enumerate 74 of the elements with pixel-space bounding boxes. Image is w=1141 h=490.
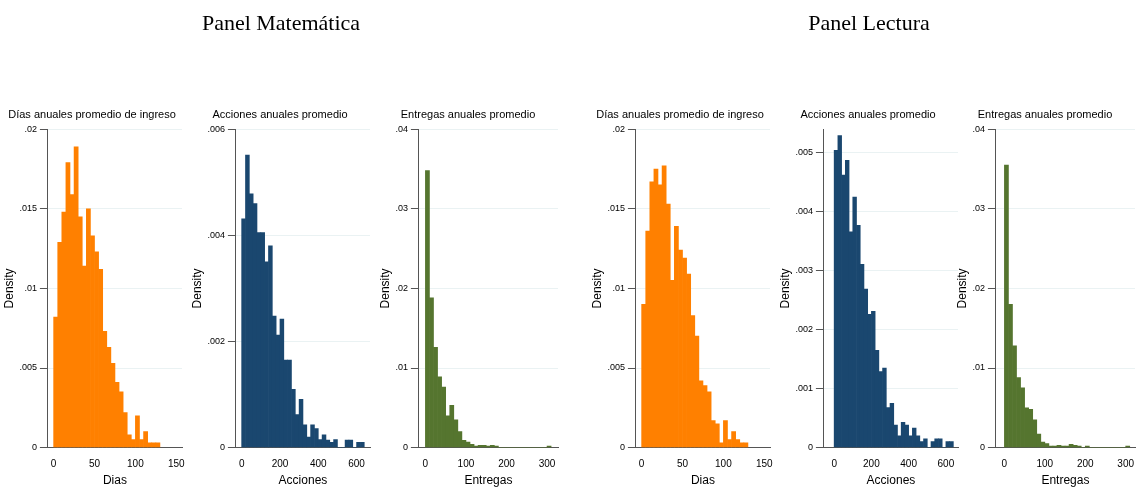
y-tick-label: .04 [395,123,408,134]
x-axis-title: Dias [690,473,715,488]
x-tick-label: 100 [457,458,475,470]
y-tick-label: 0 [807,442,813,453]
y-tick-label: .02 [612,123,625,134]
x-tick-label: 100 [1036,458,1054,470]
x-tick-label: 0 [422,458,429,470]
y-tick-label: .004 [795,206,813,217]
y-tick-label: .005 [607,362,625,373]
y-tick-label: .002 [207,335,225,346]
y-tick-label: .006 [207,123,225,134]
y-axis-title: Density [377,268,392,309]
y-tick-label: 0 [219,442,225,453]
y-axis-title: Density [777,268,792,309]
y-tick-label: .02 [24,123,37,134]
y-tick-label: 0 [402,442,408,453]
chart-title: Días anuales promedio de ingreso [596,107,764,120]
y-tick-label: .005 [19,362,37,373]
x-tick-label: 0 [238,458,245,470]
y-tick-label: .01 [612,282,625,293]
chart-title: Días anuales promedio de ingreso [8,107,176,120]
x-tick-label: 400 [900,458,918,470]
y-axis-title: Density [954,268,969,309]
x-axis-title: Entregas [1041,473,1090,488]
x-tick-label: 200 [863,458,881,470]
x-tick-label: 150 [755,458,774,470]
x-tick-label: 600 [348,458,366,470]
chart-title: Acciones anuales promedio [800,107,936,120]
x-tick-label: 0 [1001,458,1008,470]
y-tick-label: .03 [972,203,985,214]
y-tick-label: .005 [795,147,813,158]
y-tick-label: .001 [795,383,813,394]
y-axis-title: Density [589,268,604,309]
text: Panel Matemática [200,10,362,36]
y-tick-label: .01 [24,282,37,293]
x-tick-label: 300 [538,458,556,470]
y-tick-label: .02 [395,282,408,293]
y-tick-label: .015 [19,203,37,214]
y-tick-label: .04 [972,123,985,134]
x-axis-title: Dias [102,473,127,488]
x-axis-title: Acciones [866,473,916,488]
x-tick-label: 50 [88,458,101,470]
x-axis-title: Acciones [278,473,328,488]
chart-title: Entregas anuales promedio [977,107,1113,120]
y-tick-label: .015 [607,203,625,214]
x-tick-label: 50 [676,458,689,470]
y-axis-title: Density [1,268,16,309]
y-tick-label: 0 [31,442,37,453]
x-tick-label: 0 [638,458,645,470]
x-tick-label: 200 [1076,458,1095,470]
y-tick-label: .01 [972,362,985,373]
x-axis-title: Entregas [464,473,513,488]
x-tick-label: 600 [937,458,955,470]
x-tick-label: 300 [1117,458,1135,470]
y-tick-label: .003 [795,265,813,276]
x-tick-label: 0 [50,458,57,470]
y-tick-label: 0 [619,442,625,453]
x-tick-label: 100 [715,458,733,470]
y-tick-label: .03 [395,203,408,214]
text: Panel Lectura [807,10,931,36]
x-tick-label: 200 [498,458,516,470]
y-tick-label: .02 [972,282,985,293]
y-axis-title: Density [189,268,204,309]
x-tick-label: 100 [127,458,145,470]
x-tick-label: 400 [309,458,328,470]
chart-title: Acciones anuales promedio [212,107,348,120]
x-tick-label: 0 [831,458,838,470]
x-tick-label: 150 [167,458,186,470]
y-tick-label: 0 [979,442,985,453]
x-tick-label: 200 [271,458,289,470]
y-tick-label: .01 [395,362,408,373]
y-tick-label: .002 [795,324,813,335]
y-tick-label: .004 [207,229,225,240]
chart-title: Entregas anuales promedio [400,107,536,120]
